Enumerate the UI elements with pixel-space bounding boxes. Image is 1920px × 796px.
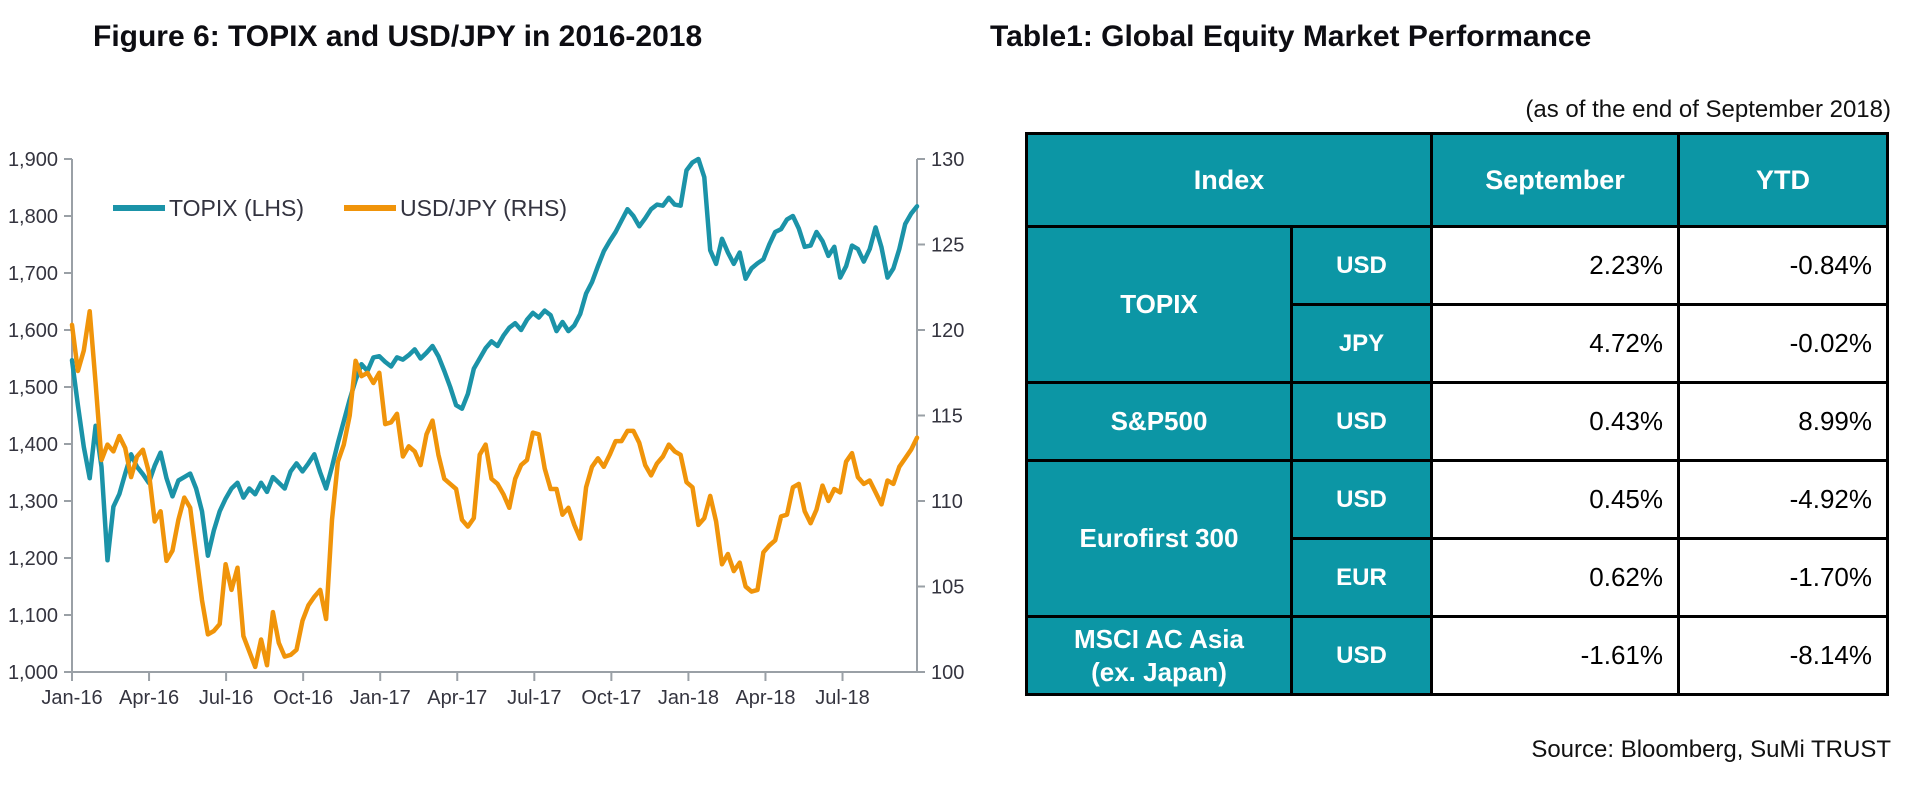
- right-axis-tick: 100: [931, 662, 964, 684]
- topix-usdjpy-chart: 1,000 1,100 1,200 1,300 1,400 1,500 1,600 1,700…: [8, 149, 964, 709]
- ytd-value-cell: -0.02%: [1677, 303, 1889, 384]
- september-value-cell: 4.72%: [1430, 303, 1680, 384]
- index-name-cell: MSCI AC Asia (ex. Japan): [1025, 615, 1293, 696]
- right-axis-tick: 125: [931, 235, 964, 257]
- currency-cell: JPY: [1290, 303, 1433, 384]
- x-axis-tick: Jul-16: [199, 687, 253, 709]
- september-value-cell: 0.62%: [1430, 537, 1680, 618]
- currency-cell: USD: [1290, 459, 1433, 540]
- usdjpy-line: [69, 308, 920, 670]
- right-axis-tick: 115: [931, 406, 963, 428]
- index-name-cell: TOPIX: [1025, 225, 1293, 384]
- chart-axes: [64, 158, 925, 681]
- left-axis-tick: 1,200: [8, 548, 58, 570]
- table-row: JPY 4.72% -0.02%: [1027, 303, 1889, 384]
- left-axis-tick: 1,500: [8, 377, 58, 399]
- ytd-value-cell: -8.14%: [1677, 615, 1889, 696]
- header-index: Index: [1025, 132, 1433, 228]
- header-ytd: YTD: [1677, 132, 1889, 228]
- table-as-of-note: (as of the end of September 2018): [1525, 96, 1891, 123]
- x-axis-tick: Jul-17: [507, 687, 561, 709]
- table-row: S&P500 USD 0.43% 8.99%: [1025, 381, 1889, 462]
- source-note: Source: Bloomberg, SuMi TRUST: [1531, 736, 1891, 763]
- right-axis-tick: 120: [931, 320, 964, 342]
- index-name-cell: S&P500: [1025, 381, 1293, 462]
- x-axis-tick: Jan-16: [41, 687, 102, 709]
- right-axis-tick: 110: [931, 491, 963, 513]
- right-axis-tick: 105: [931, 577, 964, 599]
- x-axis-tick: Apr-17: [427, 687, 487, 709]
- september-value-cell: 0.45%: [1430, 459, 1680, 540]
- x-axis-tick: Jul-18: [815, 687, 869, 709]
- currency-cell: EUR: [1290, 537, 1433, 618]
- currency-cell: USD: [1290, 381, 1433, 462]
- legend-label-topix: TOPIX (LHS): [169, 195, 304, 221]
- x-axis-tick: Oct-17: [581, 687, 641, 709]
- september-value-cell: -1.61%: [1430, 615, 1680, 696]
- x-axis-tick: Apr-16: [119, 687, 179, 709]
- september-value-cell: 2.23%: [1430, 225, 1680, 306]
- table-header-row: Index September YTD: [1025, 132, 1889, 228]
- table-row: EUR 0.62% -1.70%: [1027, 537, 1889, 618]
- ytd-value-cell: -4.92%: [1677, 459, 1889, 540]
- currency-cell: USD: [1290, 615, 1433, 696]
- x-axis-tick: Apr-18: [735, 687, 795, 709]
- topix-line: [69, 156, 920, 563]
- left-axis-tick: 1,100: [8, 605, 58, 627]
- right-axis-tick: 130: [931, 149, 964, 171]
- left-axis-tick: 1,700: [8, 263, 58, 285]
- index-name-cell: Eurofirst 300: [1025, 459, 1293, 618]
- ytd-value-cell: 8.99%: [1677, 381, 1889, 462]
- ytd-value-cell: -0.84%: [1677, 225, 1889, 306]
- performance-table: Index September YTD TOPIX USD 2.23% -0.84%…: [1025, 132, 1889, 696]
- currency-cell: USD: [1290, 225, 1433, 306]
- table-title: Table1: Global Equity Market Performance: [990, 20, 1592, 53]
- table-row: TOPIX USD 2.23% -0.84%: [1025, 225, 1889, 384]
- left-axis-tick: 1,900: [8, 149, 58, 171]
- x-axis-tick: Jan-17: [350, 687, 411, 709]
- axis-tick-labels: 1,000 1,100 1,200 1,300 1,400 1,500 1,600 1,700…: [8, 149, 964, 709]
- left-axis-tick: 1,000: [8, 662, 58, 684]
- chart-legend: TOPIX (LHS) USD/JPY (RHS): [113, 195, 567, 221]
- x-axis-tick: Jan-18: [658, 687, 719, 709]
- left-axis-tick: 1,600: [8, 320, 58, 342]
- left-axis-tick: 1,400: [8, 434, 58, 456]
- header-september: September: [1430, 132, 1680, 228]
- left-axis-tick: 1,300: [8, 491, 58, 513]
- ytd-value-cell: -1.70%: [1677, 537, 1889, 618]
- legend-label-usdjpy: USD/JPY (RHS): [400, 195, 567, 221]
- september-value-cell: 0.43%: [1430, 381, 1680, 462]
- table-row: Eurofirst 300 USD 0.45% -4.92%: [1025, 459, 1889, 618]
- x-axis-tick: Oct-16: [273, 687, 333, 709]
- figure-title: Figure 6: TOPIX and USD/JPY in 2016-2018: [93, 20, 703, 53]
- left-axis-tick: 1,800: [8, 206, 58, 228]
- table-row: MSCI AC Asia (ex. Japan) USD -1.61% -8.14%: [1025, 615, 1889, 696]
